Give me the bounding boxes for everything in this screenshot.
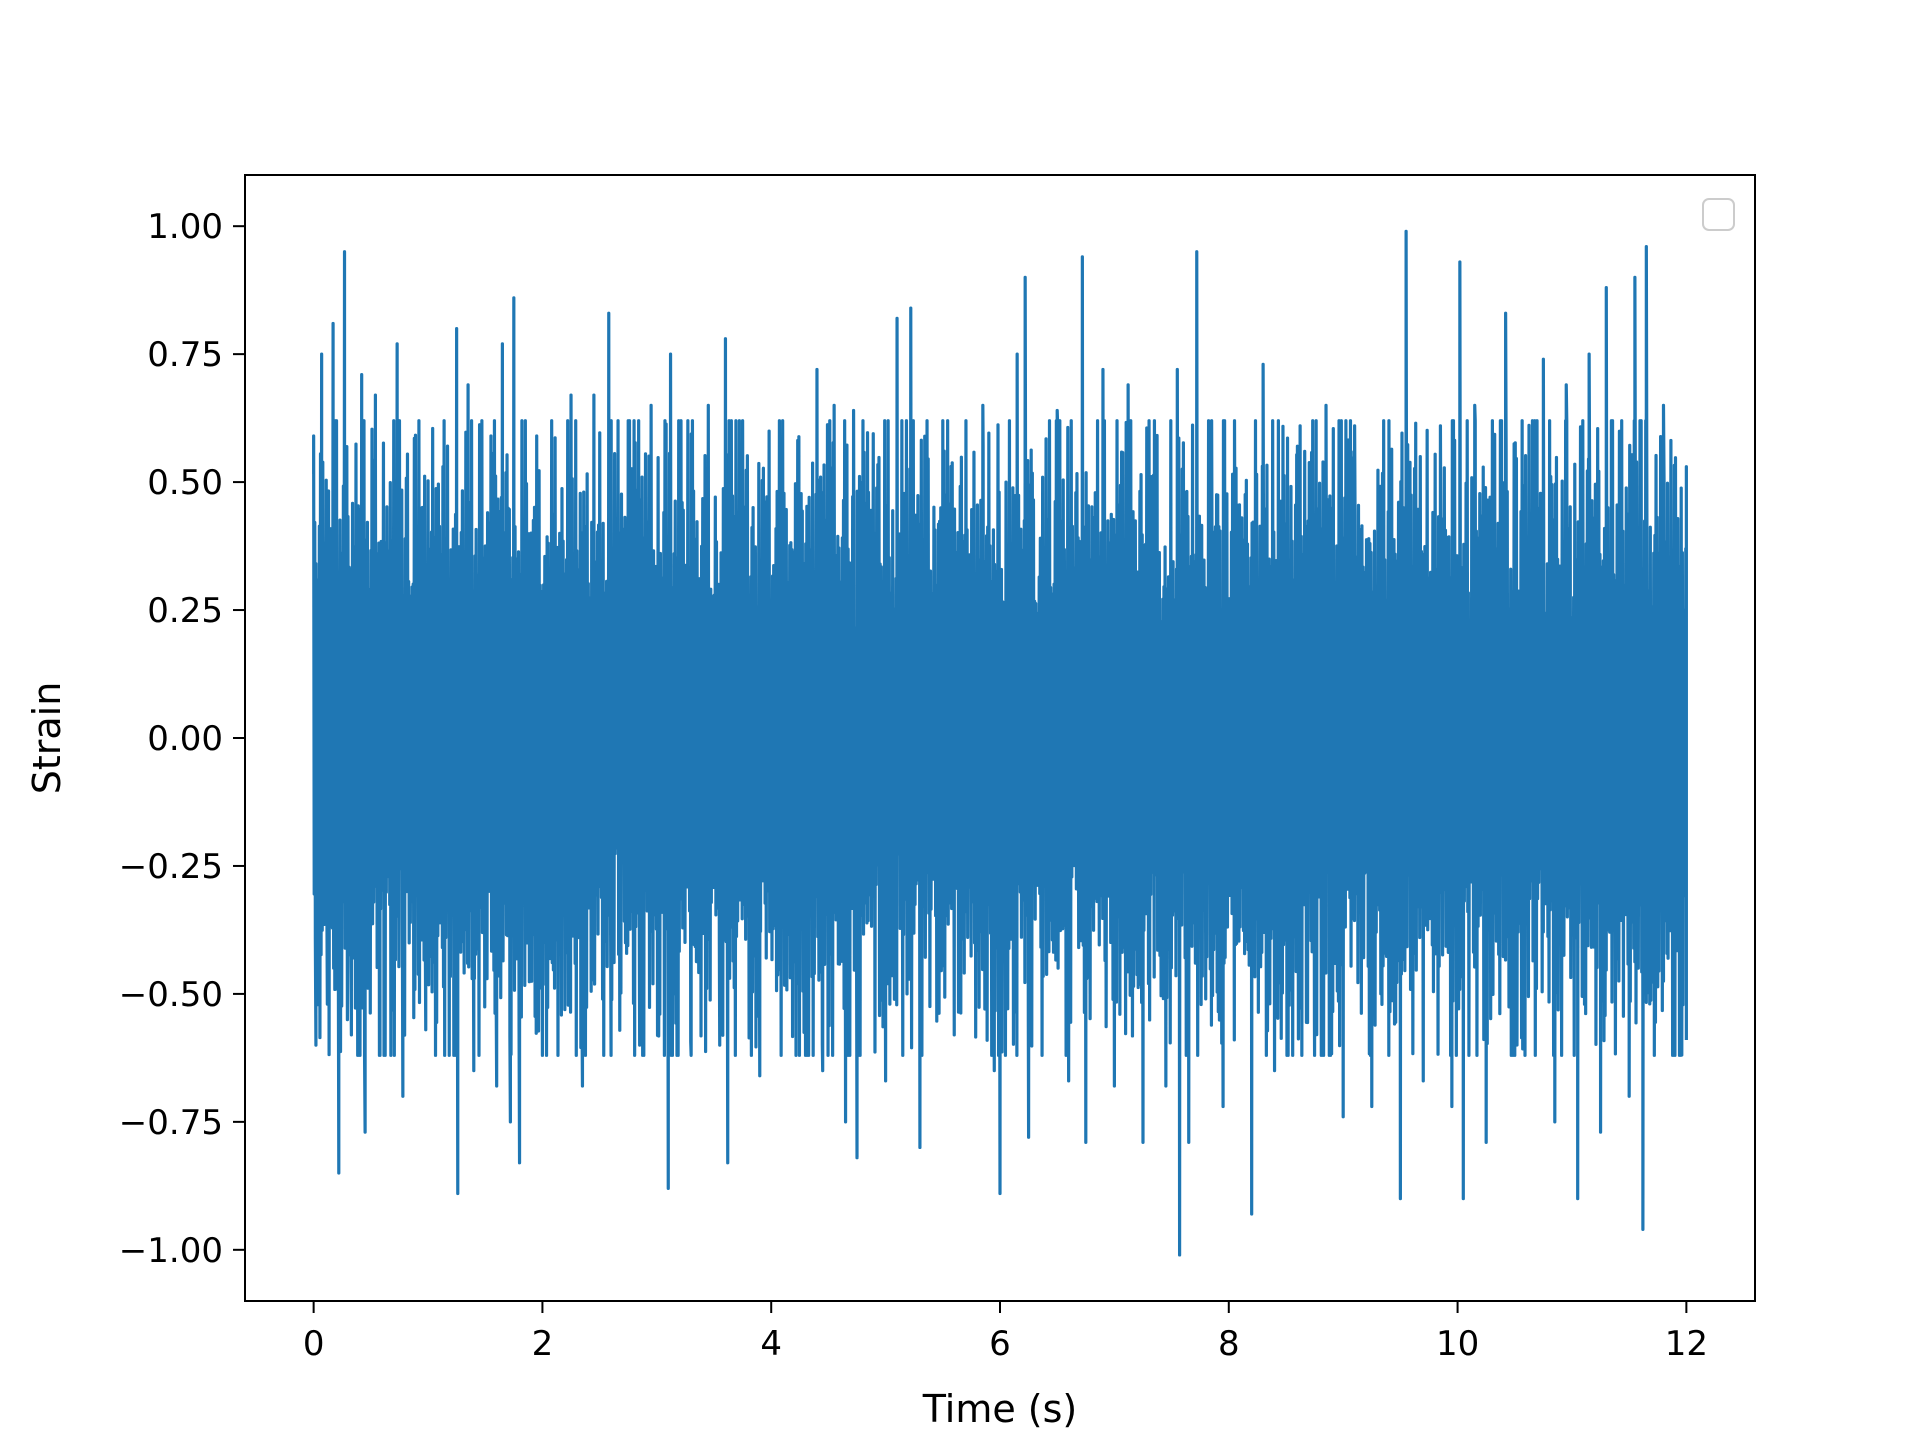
- strain-series-line: [312, 229, 1688, 1257]
- y-axis-ticks: 1.00 0.75 0.50 0.25 0.00 −0.25 −0.50 −0.75 −1.00: [119, 207, 245, 1271]
- x-axis-label: Time (s): [922, 1387, 1078, 1431]
- legend-box: [1702, 198, 1735, 231]
- x-axis-ticks: 0 2 4 6 8 10 12: [303, 1301, 1708, 1364]
- x-tick-label: 0: [303, 1324, 325, 1364]
- y-tick-label: 0.00: [147, 719, 223, 759]
- plot-area: [245, 175, 1755, 1301]
- y-tick-label: 0.50: [147, 463, 223, 503]
- y-tick-label: −0.75: [119, 1103, 223, 1143]
- y-tick-label: −0.25: [119, 847, 223, 887]
- y-tick-label: 1.00: [147, 207, 223, 247]
- y-tick-label: −1.00: [119, 1231, 223, 1271]
- y-tick-label: 0.25: [147, 591, 223, 631]
- y-tick-label: −0.50: [119, 975, 223, 1015]
- x-tick-label: 2: [532, 1324, 554, 1364]
- x-tick-label: 12: [1665, 1324, 1708, 1364]
- y-tick-label: 0.75: [147, 335, 223, 375]
- y-axis-label: Strain: [25, 682, 69, 795]
- x-tick-label: 4: [760, 1324, 782, 1364]
- x-tick-label: 6: [989, 1324, 1011, 1364]
- x-tick-label: 8: [1218, 1324, 1240, 1364]
- x-tick-label: 10: [1436, 1324, 1479, 1364]
